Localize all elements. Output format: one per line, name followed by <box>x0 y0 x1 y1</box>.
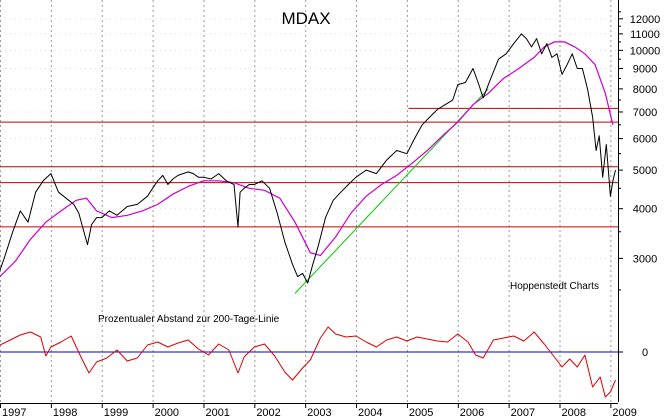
y-tick-label: 3000 <box>633 253 657 265</box>
x-tick-label: 2001 <box>205 407 229 419</box>
x-tick-label: 1997 <box>2 407 26 419</box>
x-tick-label: 2007 <box>511 407 535 419</box>
chart-title: MDAX <box>281 9 330 28</box>
x-tick-label: 1999 <box>104 407 128 419</box>
labels: MDAX Hoppenstedt Charts Prozentualer Abs… <box>98 9 599 325</box>
source-label: Hoppenstedt Charts <box>510 281 599 292</box>
x-tick-label: 2002 <box>256 407 280 419</box>
x-tick-label: 2008 <box>562 407 586 419</box>
y-tick-label: 8000 <box>633 84 657 96</box>
series-mdax-line <box>0 33 616 284</box>
series-deviation-line <box>0 326 616 398</box>
x-tick-label: 1998 <box>53 407 77 419</box>
y-tick-label: 11000 <box>630 29 660 41</box>
lower-panel-label: Prozentualer Abstand zur 200-Tage-Linie <box>98 314 280 325</box>
y-tick-label: 7000 <box>633 107 657 119</box>
x-tick-label: 2005 <box>409 407 433 419</box>
x-tick-label: 2006 <box>460 407 484 419</box>
y-tick-label: 12000 <box>630 14 661 26</box>
y-tick-label: 4000 <box>633 204 657 216</box>
x-tick-label: 2003 <box>307 407 331 419</box>
y-tick-label: 6000 <box>633 134 657 146</box>
x-tick-label: 2009 <box>612 407 636 419</box>
x-tick-label: 2004 <box>358 407 382 419</box>
plot-area <box>0 33 618 398</box>
y-tick-label: 10000 <box>630 45 661 57</box>
y-lower-tick-label: 0 <box>642 347 648 359</box>
y-tick-label: 5000 <box>633 165 657 177</box>
x-tick-label: 2000 <box>155 407 179 419</box>
y-tick-label: 9000 <box>633 64 657 76</box>
